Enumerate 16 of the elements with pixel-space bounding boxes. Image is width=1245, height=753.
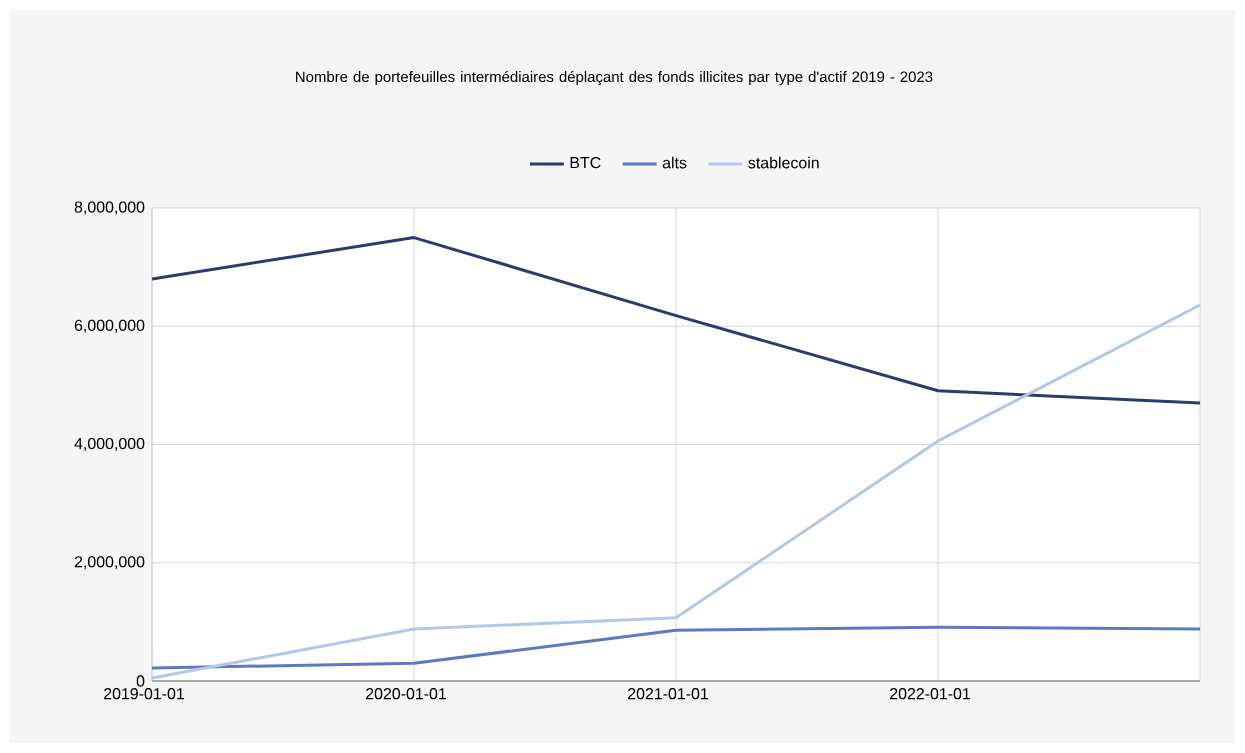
x-tick-label: 2020-01-01 [366, 688, 446, 700]
y-tick-label: 6,000,000 [74, 319, 145, 333]
x-tick-label: 2021-01-01 [628, 688, 708, 700]
y-tick-label: 2,000,000 [74, 556, 145, 570]
y-tick-label: 0 [136, 675, 145, 687]
y-tick-label: 8,000,000 [74, 201, 145, 215]
line-series [150, 303, 1202, 680]
x-tick-label: 2019-01-01 [104, 688, 184, 700]
legend-label: stablecoin [748, 156, 819, 169]
x-tick-label: 2022-01-01 [890, 688, 970, 700]
chart-title: Nombre de portefeuilles intermédiaires déplaçant des fonds illicites par type d'actif 2019 - 2023 [296, 70, 933, 86]
y-tick-label: 4,000,000 [74, 437, 145, 452]
line-series [150, 625, 1202, 670]
line-series [150, 236, 1202, 405]
legend-label: BTC [570, 156, 601, 169]
legend-label: alts [662, 156, 687, 169]
